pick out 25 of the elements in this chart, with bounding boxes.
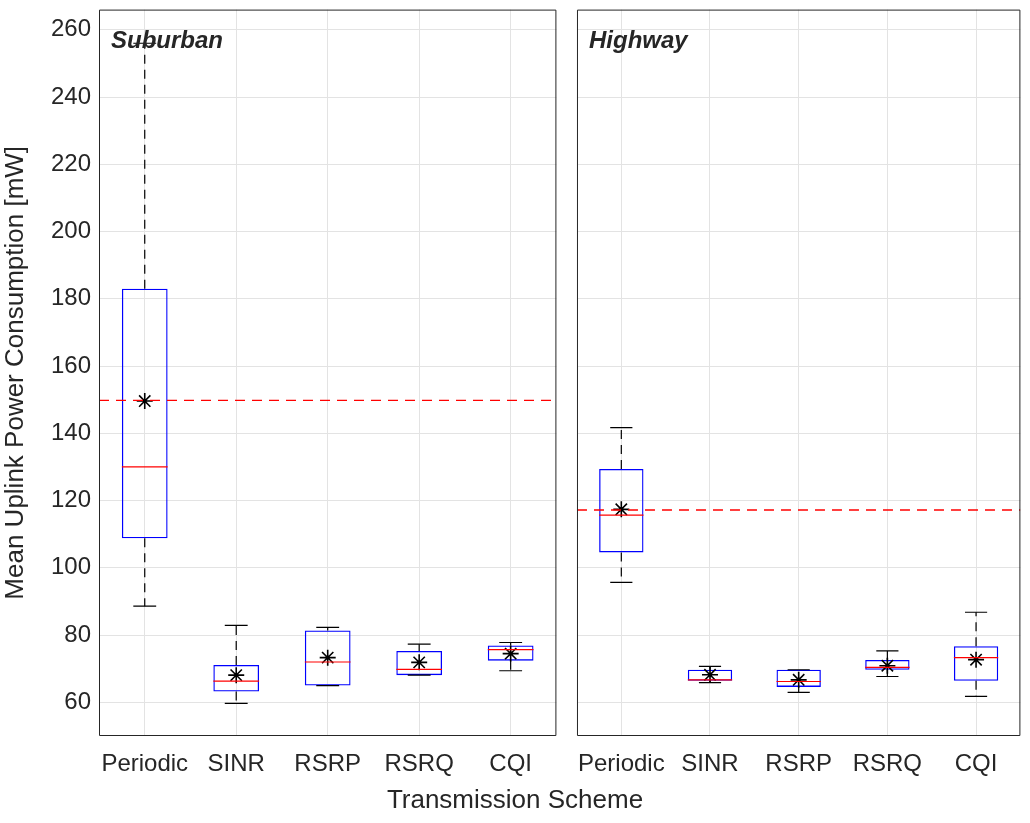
y-tick-label: 140	[50, 417, 91, 445]
y-tick-label: 160	[50, 350, 91, 378]
x-tick-label: SINR	[207, 749, 265, 777]
x-tick-label: RSRP	[765, 749, 833, 777]
annotation: Highway	[588, 26, 690, 54]
x-tick-label: CQI	[489, 749, 532, 777]
x-axis-title: Transmission Scheme	[385, 784, 645, 815]
y-axis-title: Mean Uplink Power Consumption [mW]	[0, 145, 29, 600]
y-tick-label: 260	[50, 14, 91, 42]
y-tick-label: 180	[50, 283, 91, 311]
x-tick-label: Periodic	[577, 749, 665, 777]
y-tick-label: 200	[50, 216, 91, 244]
y-tick-label: 100	[50, 552, 91, 580]
y-tick-label: 120	[50, 485, 91, 513]
annotation: Suburban	[111, 26, 223, 54]
x-tick-label: RSRQ	[384, 749, 454, 777]
x-tick-label: CQI	[954, 749, 998, 777]
x-tick-label: RSRP	[294, 749, 362, 777]
y-tick-label: 60	[64, 687, 91, 714]
y-tick-label: 220	[50, 148, 91, 176]
x-tick-label: RSRQ	[852, 749, 923, 777]
x-tick-label: SINR	[681, 749, 739, 777]
y-tick-label: 80	[64, 619, 91, 647]
y-tick-label: 240	[50, 81, 91, 109]
x-tick-label: Periodic	[101, 749, 189, 777]
